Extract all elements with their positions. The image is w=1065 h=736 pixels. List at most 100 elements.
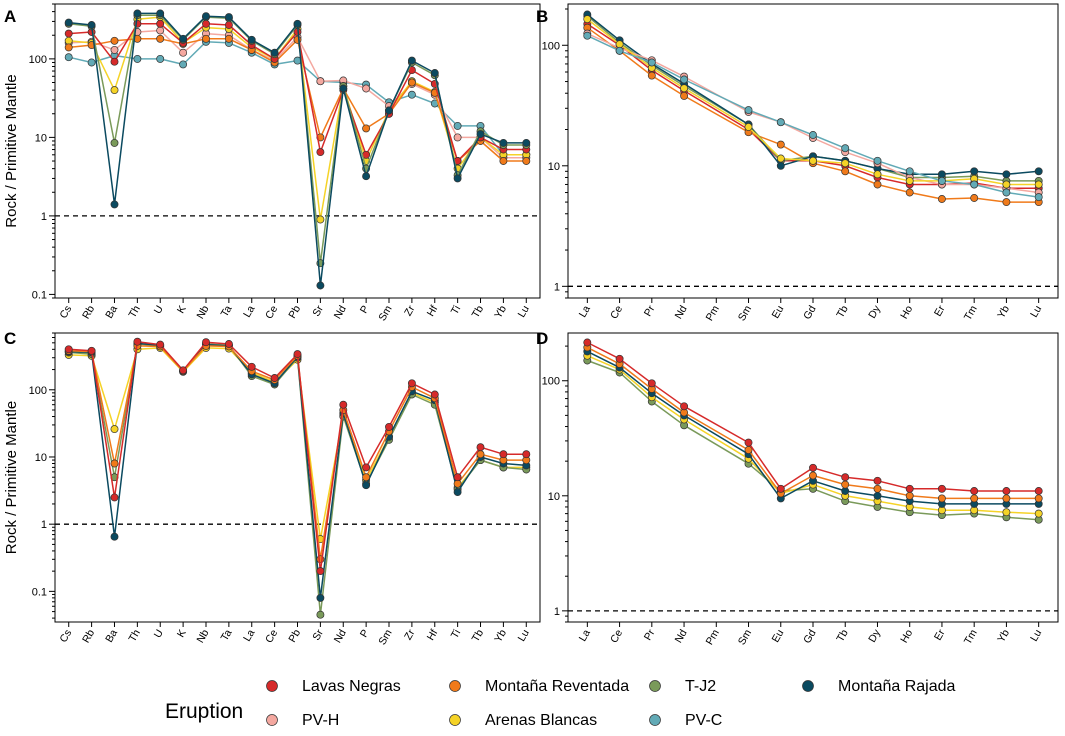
x-tick-label: Tb: [834, 303, 851, 320]
data-point-pv-c: [776, 118, 785, 127]
x-tick-label: Ti: [449, 304, 464, 317]
data-point-montana-reventada: [905, 491, 914, 500]
data-point-montana-rajada: [224, 13, 233, 22]
data-point-lavas-negras: [224, 340, 233, 348]
data-point-pv-h: [179, 48, 188, 57]
data-point-lavas-negras: [970, 487, 979, 495]
data-point-lavas-negras: [937, 484, 946, 493]
data-point-montana-reventada: [809, 471, 817, 480]
series-group: [583, 10, 1043, 207]
data-point-pv-c: [87, 58, 96, 67]
data-point-arenas-blancas: [809, 156, 817, 165]
data-point-montana-reventada: [1002, 198, 1011, 207]
x-tick-label: Sr: [310, 627, 326, 643]
data-point-arenas-blancas: [1034, 509, 1043, 518]
x-tick-label: Yb: [995, 303, 1012, 320]
data-point-lavas-negras: [744, 438, 753, 447]
series-group: [64, 337, 531, 619]
legend-marker: [449, 680, 461, 692]
series-line-montana-rajada: [586, 350, 1039, 505]
data-point-pv-h: [110, 45, 119, 54]
x-tick-label: La: [241, 627, 257, 643]
data-point-montana-rajada: [522, 138, 531, 147]
data-point-lavas-negras: [499, 450, 508, 459]
data-point-pv-h: [156, 26, 165, 35]
x-tick-label: Ba: [103, 627, 120, 644]
data-point-montana-reventada: [522, 157, 531, 165]
x-tick-label: Nd: [332, 303, 349, 321]
data-point-montana-reventada: [937, 195, 946, 203]
data-point-lavas-negras: [1002, 487, 1011, 495]
data-point-montana-rajada: [476, 130, 485, 139]
data-point-montana-reventada: [1034, 494, 1043, 503]
data-point-lavas-negras: [202, 338, 210, 347]
data-point-lavas-negras: [809, 463, 817, 472]
x-tick-label: Sm: [736, 303, 754, 323]
data-point-lavas-negras: [156, 19, 165, 28]
data-point-pv-c: [133, 54, 142, 63]
data-point-montana-reventada: [156, 34, 165, 43]
legend-label: Montaña Rajada: [838, 678, 956, 695]
data-point-montana-rajada: [453, 174, 462, 183]
data-point-montana-reventada: [202, 34, 210, 43]
x-tick-label: Cs: [58, 304, 75, 321]
data-point-pv-c: [970, 180, 979, 189]
x-tick-label: Zr: [402, 627, 418, 642]
data-point-pv-c: [809, 131, 817, 139]
legend-marker: [266, 680, 278, 692]
data-point-montana-reventada: [970, 194, 979, 202]
data-point-lavas-negras: [316, 148, 325, 157]
x-tick-label: La: [241, 303, 257, 319]
x-tick-label: Lu: [516, 303, 532, 319]
series-line-montana-rajada: [586, 13, 1039, 176]
legend-item-montana-reventada: Montaña Reventada: [449, 678, 629, 695]
y-tick-label: 100: [542, 376, 560, 388]
panel-b: B 1 10 100 La Ce Pr Nd Pm Sm Eu Gd Tb Dy Ho Er Tm Yb Lu: [536, 3, 1059, 323]
data-point-montana-rajada: [270, 48, 279, 57]
x-tick-label: Yb: [492, 627, 509, 644]
data-point-arenas-blancas: [873, 170, 882, 179]
data-point-lavas-negras: [64, 345, 73, 354]
legend-label: Arenas Blancas: [485, 712, 597, 729]
x-tick-label: Lu: [1028, 303, 1044, 319]
x-tick-label: Er: [932, 627, 948, 643]
data-point-lavas-negras: [776, 484, 785, 493]
x-tick-label: Nb: [194, 303, 211, 321]
legend-marker: [266, 714, 278, 726]
x-tick-label: Ba: [103, 303, 120, 320]
y-tick-label: 10: [35, 452, 47, 464]
legend-item-arenas-blancas: Arenas Blancas: [449, 712, 597, 729]
data-point-montana-rajada: [339, 84, 348, 93]
legend-label: T-J2: [685, 678, 716, 695]
x-tick-label: Gd: [801, 627, 818, 645]
y-tick-label: 10: [548, 491, 560, 503]
data-point-arenas-blancas: [64, 36, 73, 45]
data-point-montana-rajada: [316, 281, 325, 290]
data-point-montana-rajada: [316, 593, 325, 602]
x-tick-label: Ti: [449, 628, 464, 641]
x-tick-label: Cs: [58, 628, 75, 645]
x-tick-label: Pb: [286, 303, 303, 320]
data-point-arenas-blancas: [841, 159, 850, 168]
legend-item-pv-c: PV-C: [649, 712, 722, 729]
data-point-montana-rajada: [362, 481, 371, 490]
series-line-montana-reventada: [586, 27, 1039, 203]
panel-letter: C: [4, 329, 16, 348]
y-tick-label: 10: [548, 161, 560, 173]
data-point-lavas-negras: [339, 400, 348, 409]
x-tick-label: Ce: [608, 303, 625, 321]
data-point-montana-rajada: [87, 21, 96, 29]
data-point-montana-reventada: [110, 459, 119, 468]
y-tick-label: 0.1: [32, 289, 47, 301]
y-tick-label: 0.1: [32, 586, 47, 598]
series-group: [64, 9, 531, 290]
data-point-montana-rajada: [362, 172, 371, 181]
data-point-lavas-negras: [293, 350, 302, 359]
x-tick-label: Lu: [1028, 627, 1044, 643]
data-point-pv-c: [937, 176, 946, 185]
data-point-arenas-blancas: [110, 425, 119, 434]
legend-item-pv-h: PV-H: [266, 712, 339, 729]
x-tick-label: Nd: [332, 627, 349, 645]
data-point-lavas-negras: [316, 567, 325, 576]
